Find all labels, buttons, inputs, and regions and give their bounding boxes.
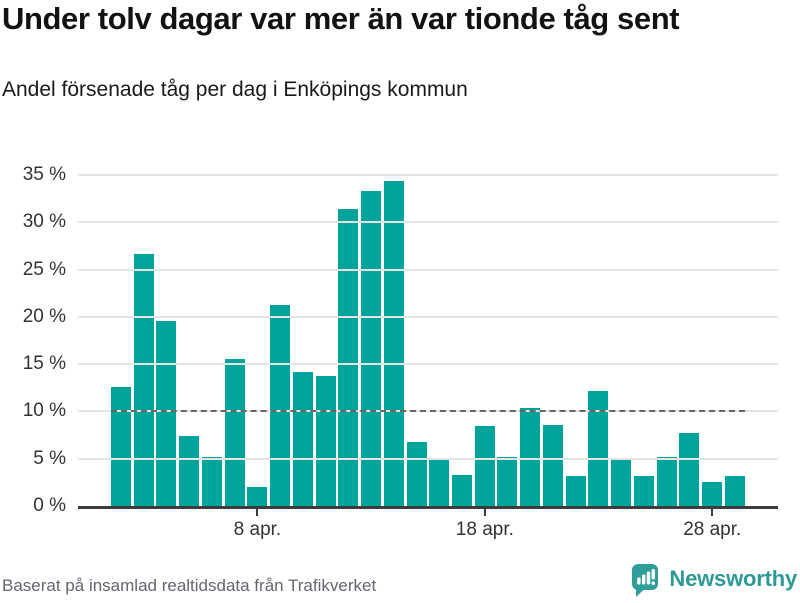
y-axis: 0 % 5 % 10 % 15 % 20 % 25 % 30 % 35 % [0, 164, 70, 516]
source-note: Baserat på insamlad realtidsdata från Tr… [2, 576, 377, 595]
page-title: Under tolv dagar var mer än var tionde t… [2, 1, 680, 36]
bar-9apr [270, 304, 291, 506]
newsworthy-bubble-chart-icon [632, 564, 659, 603]
bar-28apr [702, 482, 723, 506]
y-tick-label-20: 20 % [22, 305, 66, 327]
bar-17apr [452, 474, 473, 506]
bar-27apr [679, 433, 700, 506]
x-tick-mark-8apr [256, 509, 259, 516]
bar-19apr [497, 456, 518, 506]
bar-22apr [565, 475, 586, 506]
bar-29apr [724, 475, 745, 506]
bar-23apr [588, 390, 609, 506]
x-tick-mark-28apr [711, 509, 714, 516]
bar-3apr [133, 253, 154, 506]
bar-20apr [520, 407, 541, 506]
bar-16apr [429, 457, 450, 506]
bar-7apr [224, 359, 245, 506]
bar-4apr [156, 320, 177, 506]
gridline-30 [78, 221, 778, 224]
brand-name: Newsworthy [669, 566, 797, 591]
bar-11apr [315, 375, 336, 506]
bar-12apr [338, 209, 359, 506]
newsworthy-logo: Newsworthy [632, 564, 797, 603]
gridline-20 [78, 315, 778, 318]
y-tick-label-5: 5 % [33, 447, 66, 469]
y-tick-label-15: 15 % [22, 353, 66, 375]
bar-25apr [633, 475, 654, 506]
plot-area: 8 apr. 18 apr. 28 apr. [78, 174, 778, 540]
x-tick-label-28apr: 28 apr. [683, 519, 742, 540]
bar-8apr [247, 487, 268, 506]
bar-15apr [406, 441, 427, 506]
x-tick-mark-18apr [483, 509, 486, 516]
bar-5apr [179, 436, 200, 506]
x-tick-label-18apr: 18 apr. [455, 519, 514, 540]
gridline-25 [78, 268, 778, 271]
gridline-15 [78, 363, 778, 366]
gridline-5 [78, 457, 778, 460]
bars [111, 175, 745, 506]
y-tick-label-25: 25 % [22, 258, 66, 280]
reference-line-10pct [111, 410, 745, 413]
bar-26apr [656, 456, 677, 506]
bar-18apr [474, 425, 495, 506]
gridline-35 [78, 174, 778, 176]
bar-10apr [292, 371, 313, 506]
y-tick-label-35: 35 % [22, 164, 66, 185]
bar-6apr [201, 456, 222, 506]
y-tick-label-30: 30 % [22, 211, 66, 233]
bar-24apr [611, 457, 632, 506]
y-tick-label-0: 0 % [33, 495, 66, 516]
chart-subtitle: Andel försenade tåg per dag i Enköpings … [2, 78, 468, 101]
bar-21apr [542, 424, 563, 506]
y-tick-label-10: 10 % [22, 400, 66, 422]
x-tick-label-8apr: 8 apr. [233, 519, 282, 540]
bar-14apr [383, 180, 404, 506]
bar-2apr [111, 386, 131, 506]
